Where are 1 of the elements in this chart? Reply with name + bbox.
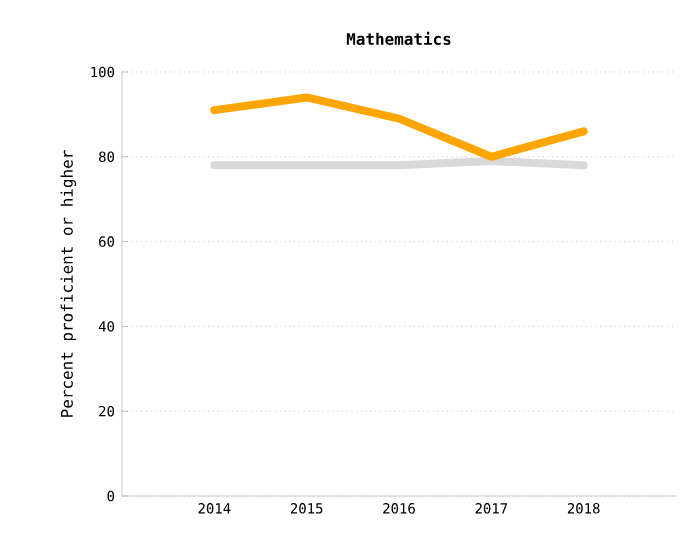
line-series (210, 93, 588, 161)
